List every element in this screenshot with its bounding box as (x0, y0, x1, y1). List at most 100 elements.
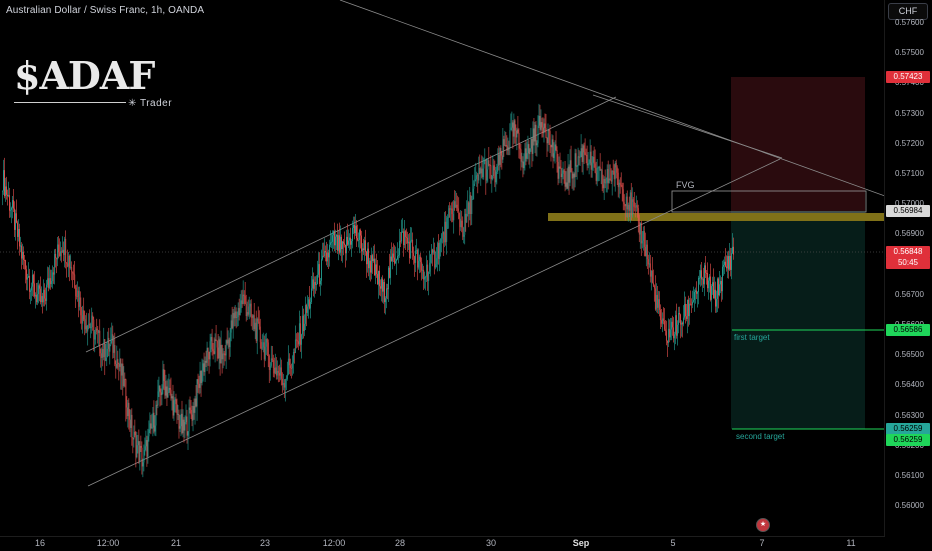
candle-body (591, 162, 593, 170)
candle-body (399, 240, 401, 256)
candle-body (506, 145, 508, 151)
candle-body (635, 205, 637, 207)
support-band[interactable] (548, 213, 885, 221)
candle-body (365, 240, 366, 252)
candle-body (594, 163, 596, 173)
candle-body (180, 413, 182, 427)
time-axis[interactable] (0, 536, 885, 551)
currency-button[interactable]: CHF (888, 3, 928, 20)
candle-body (671, 321, 673, 328)
candle-body (466, 214, 468, 223)
candle-body (508, 147, 510, 149)
fvg-box[interactable] (671, 190, 867, 213)
candle-body (615, 163, 617, 168)
candle-body (518, 132, 520, 149)
candle-body (720, 281, 721, 285)
candle-body (193, 405, 195, 413)
candle-body (565, 182, 567, 187)
channel-lower-line[interactable] (87, 158, 781, 487)
candle-body (557, 161, 559, 179)
candle-body (227, 339, 229, 344)
candle-body (377, 274, 378, 285)
candle-body (140, 445, 142, 448)
candle-body (527, 144, 529, 154)
candle-body (431, 249, 433, 255)
candle-body (689, 303, 690, 317)
candle-body (562, 170, 564, 174)
candle-body (624, 204, 626, 207)
candle-body (182, 419, 184, 434)
candle-body (371, 255, 372, 273)
price-chart[interactable] (0, 0, 885, 536)
candle-body (632, 199, 634, 202)
candle-body (107, 337, 109, 349)
candle-body (17, 222, 18, 237)
price-tick: 0.57300 (895, 108, 924, 118)
stop-loss-zone[interactable] (731, 77, 865, 211)
candle-body (153, 412, 155, 432)
candle-body (291, 362, 293, 369)
candle-body (678, 312, 680, 315)
candle-body (66, 262, 68, 264)
event-flag-icon[interactable]: ★ (756, 518, 770, 532)
candle-body (403, 231, 405, 246)
candle-body (561, 173, 563, 177)
candle-body (88, 323, 90, 326)
channel-top-rail[interactable] (592, 94, 783, 159)
candle-body (259, 326, 261, 343)
channel-upper-line[interactable] (85, 96, 617, 353)
candle-body (656, 294, 658, 308)
candle-body (568, 166, 570, 183)
candle-body (444, 221, 446, 243)
candle-body (218, 339, 220, 359)
candle-body (392, 253, 394, 262)
candle-body (146, 440, 148, 457)
candle-body (376, 264, 377, 275)
candle-body (499, 147, 501, 165)
symbol-title[interactable]: Australian Dollar / Swiss Franc, 1h, OAN… (6, 5, 205, 16)
candle-body (214, 339, 216, 354)
candle-body (609, 178, 611, 181)
candle-body (645, 244, 647, 257)
candle-body (398, 255, 400, 257)
candle-body (301, 315, 303, 335)
candle-body (26, 269, 28, 280)
candle-body (269, 365, 271, 370)
candle-body (173, 400, 175, 416)
candle-body (18, 228, 19, 237)
candle-body (95, 328, 97, 332)
candle-body (381, 278, 382, 289)
candle-body (176, 403, 178, 415)
candle-body (204, 360, 206, 372)
candle-body (254, 322, 256, 330)
candle-body (603, 178, 605, 189)
candle-body (55, 253, 57, 259)
candle-body (519, 148, 521, 150)
candle-body (652, 282, 654, 286)
candle-body (382, 278, 383, 292)
candle-body (467, 202, 469, 215)
candle-body (137, 441, 139, 446)
candle-body (73, 273, 75, 275)
candle-body (344, 243, 345, 245)
descending-trendline[interactable] (339, 0, 885, 197)
candle-body (366, 251, 367, 265)
candle-body (673, 334, 675, 339)
candle-body (196, 379, 198, 407)
candle-body (320, 280, 321, 285)
candle-body (310, 288, 312, 303)
candle-body (700, 270, 701, 278)
take-profit-zone[interactable] (731, 211, 865, 429)
candle-body (281, 378, 283, 385)
candle-body (198, 383, 200, 388)
candle-body (224, 353, 226, 356)
candle-body (475, 175, 477, 180)
candle-body (287, 358, 289, 375)
candle-body (417, 250, 419, 268)
price-axis[interactable] (885, 22, 932, 536)
candle-body (471, 199, 473, 215)
candle-body (105, 358, 107, 361)
candle-body (449, 208, 451, 210)
candle-body (15, 213, 16, 230)
candle-body (649, 263, 651, 277)
